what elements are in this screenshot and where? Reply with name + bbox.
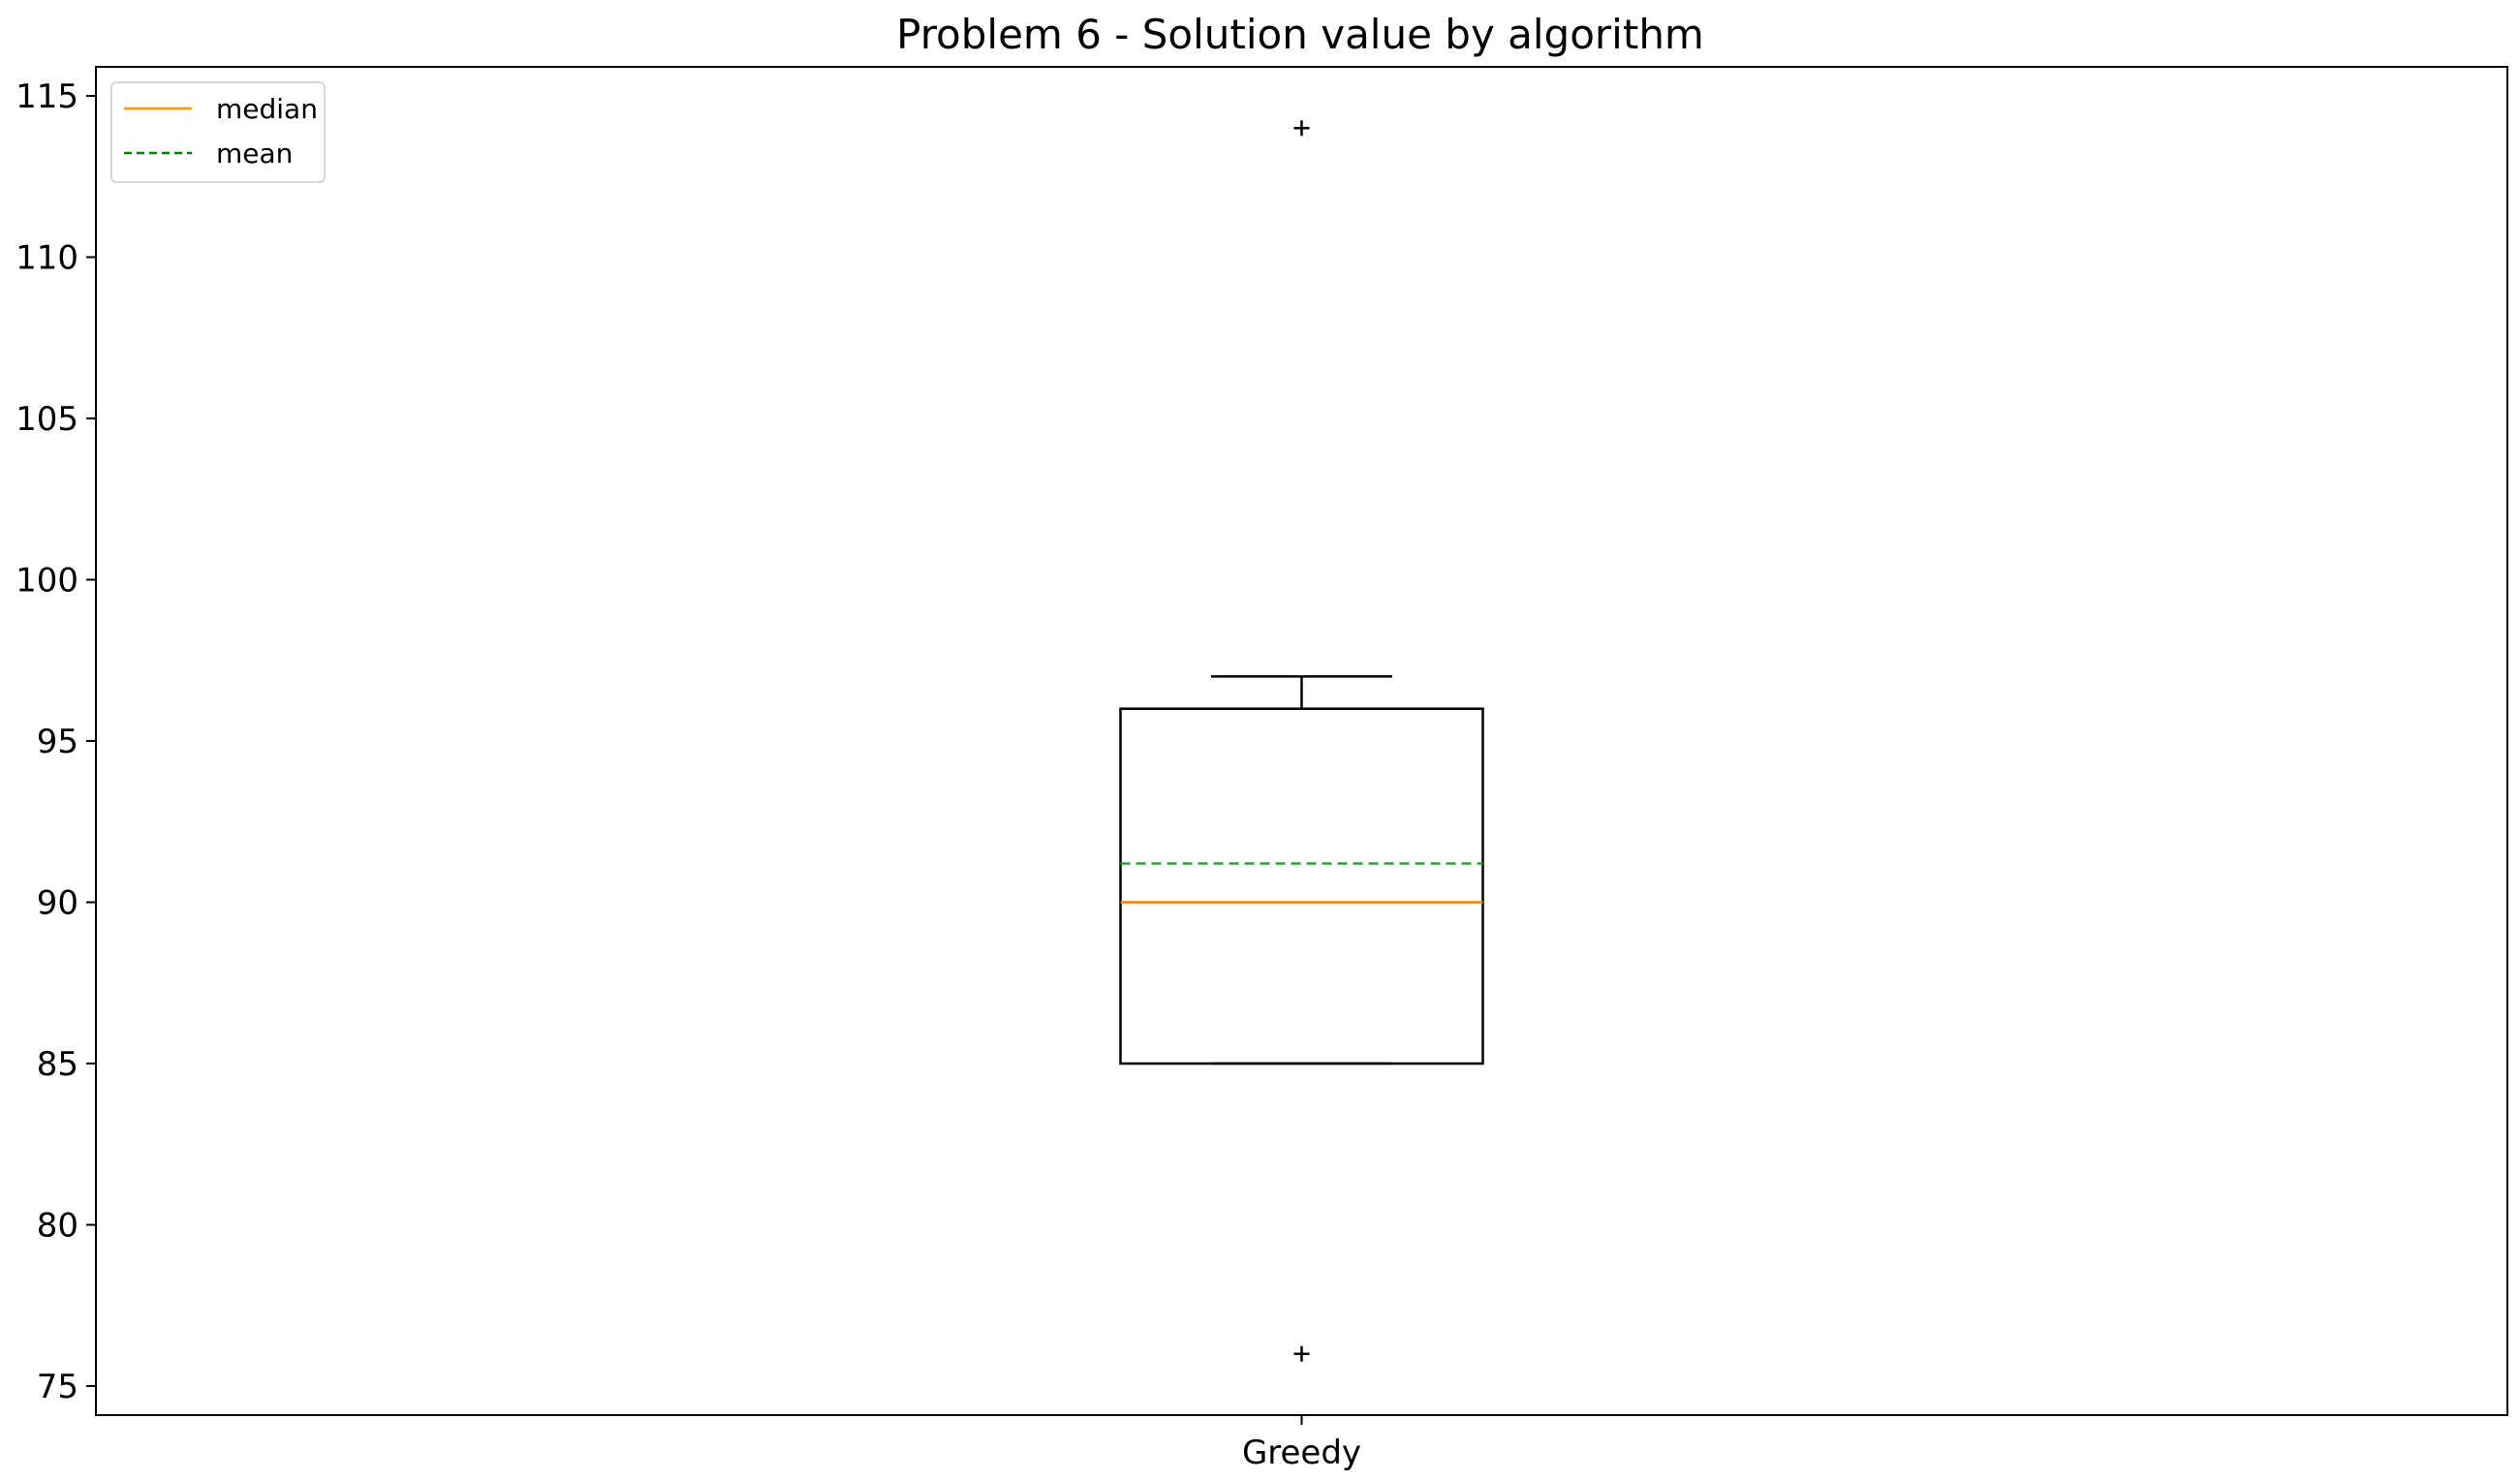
legend-item-median: median	[124, 93, 318, 125]
y-tick-label: 90	[37, 884, 78, 923]
y-tick-label: 75	[37, 1368, 78, 1406]
box-plots	[1119, 120, 1484, 1362]
legend-label: mean	[216, 138, 293, 170]
x-axis: Greedy	[1242, 1415, 1361, 1472]
box-greedy	[1119, 120, 1484, 1362]
y-axis: 75 80 85 90 95 100 105 110 115	[16, 77, 96, 1406]
plot-frame	[95, 66, 2508, 1416]
chart-title: Problem 6 - Solution value by algorithm	[896, 11, 1704, 58]
y-tick-label: 110	[16, 238, 78, 277]
outlier-point	[1293, 1345, 1310, 1362]
y-tick-label: 100	[16, 561, 78, 600]
legend: median mean	[110, 81, 326, 183]
y-tick-label: 115	[16, 77, 78, 116]
y-tick-label: 95	[37, 723, 78, 761]
outlier-point	[1293, 120, 1310, 137]
y-tick-label: 105	[16, 400, 78, 439]
legend-item-mean: mean	[124, 138, 293, 170]
y-tick-label: 80	[37, 1207, 78, 1246]
y-tick-label: 85	[37, 1045, 78, 1084]
box-body	[1119, 707, 1484, 1065]
x-tick-label: Greedy	[1242, 1434, 1361, 1472]
legend-label: median	[216, 93, 318, 125]
